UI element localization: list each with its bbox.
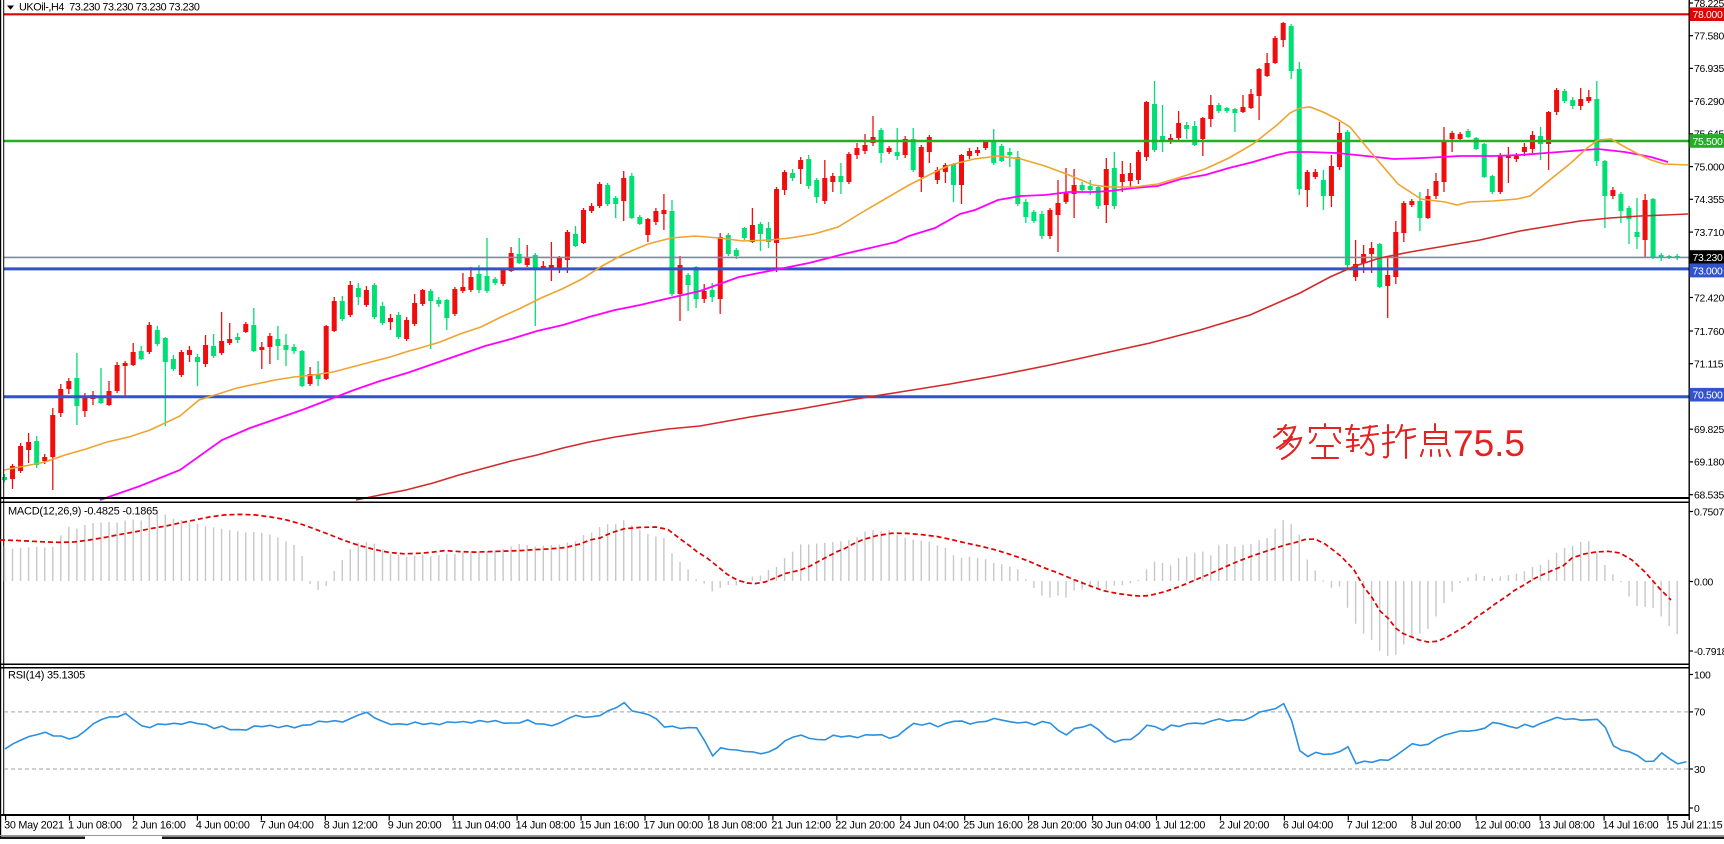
svg-text:8 Jun 12:00: 8 Jun 12:00 <box>324 820 378 832</box>
svg-text:11 Jun 04:00: 11 Jun 04:00 <box>452 820 511 832</box>
svg-text:12 Jul 00:00: 12 Jul 00:00 <box>1475 820 1531 832</box>
svg-text:14 Jun 08:00: 14 Jun 08:00 <box>516 820 576 832</box>
svg-text:UKOil-,H4 73.230 73.230 73.23: UKOil-,H4 73.230 73.230 73.230 73.230 <box>19 2 200 14</box>
svg-text:100: 100 <box>1694 670 1711 681</box>
svg-text:73.230: 73.230 <box>1693 253 1724 264</box>
svg-text:14 Jul 16:00: 14 Jul 16:00 <box>1603 820 1659 832</box>
svg-text:25 Jun 16:00: 25 Jun 16:00 <box>963 820 1023 832</box>
svg-text:22 Jun 20:00: 22 Jun 20:00 <box>835 820 895 832</box>
svg-text:30: 30 <box>1694 765 1705 776</box>
svg-text:74.355: 74.355 <box>1694 195 1724 206</box>
svg-text:-0.7918: -0.7918 <box>1694 647 1724 658</box>
svg-text:73.710: 73.710 <box>1694 228 1724 239</box>
svg-text:2 Jul 20:00: 2 Jul 20:00 <box>1219 820 1269 832</box>
svg-text:9 Jun 20:00: 9 Jun 20:00 <box>388 820 442 832</box>
svg-text:75.000: 75.000 <box>1694 162 1724 173</box>
svg-text:76.935: 76.935 <box>1694 64 1724 75</box>
svg-text:8 Jul 20:00: 8 Jul 20:00 <box>1411 820 1461 832</box>
svg-text:71.760: 71.760 <box>1694 327 1724 338</box>
svg-text:69.825: 69.825 <box>1694 425 1724 436</box>
svg-text:0.7507: 0.7507 <box>1694 507 1724 518</box>
svg-text:15 Jul 21:15: 15 Jul 21:15 <box>1667 820 1723 832</box>
svg-text:18 Jun 08:00: 18 Jun 08:00 <box>707 820 767 832</box>
svg-text:72.420: 72.420 <box>1694 293 1724 304</box>
svg-text:68.535: 68.535 <box>1694 491 1724 502</box>
svg-text:MACD(12,26,9) -0.4825 -0.1865: MACD(12,26,9) -0.4825 -0.1865 <box>8 506 158 518</box>
svg-text:70.500: 70.500 <box>1693 391 1724 402</box>
svg-text:76.290: 76.290 <box>1694 97 1724 108</box>
svg-text:75.500: 75.500 <box>1693 137 1724 148</box>
svg-text:78.000: 78.000 <box>1693 10 1724 21</box>
svg-text:30 May 2021: 30 May 2021 <box>4 820 64 832</box>
svg-text:24 Jun 04:00: 24 Jun 04:00 <box>899 820 959 832</box>
svg-text:13 Jul 08:00: 13 Jul 08:00 <box>1539 820 1595 832</box>
svg-text:RSI(14) 35.1305: RSI(14) 35.1305 <box>8 670 85 682</box>
svg-text:4 Jun 00:00: 4 Jun 00:00 <box>196 820 250 832</box>
svg-text:69.180: 69.180 <box>1694 458 1724 469</box>
svg-text:0.00: 0.00 <box>1694 577 1714 588</box>
svg-text:6 Jul 04:00: 6 Jul 04:00 <box>1283 820 1333 832</box>
svg-text:1 Jul 12:00: 1 Jul 12:00 <box>1155 820 1205 832</box>
svg-text:77.580: 77.580 <box>1694 32 1724 43</box>
svg-text:21 Jun 12:00: 21 Jun 12:00 <box>771 820 831 832</box>
svg-text:7 Jun 04:00: 7 Jun 04:00 <box>260 820 314 832</box>
svg-text:1 Jun 08:00: 1 Jun 08:00 <box>68 820 122 832</box>
svg-text:75.5: 75.5 <box>1453 423 1525 464</box>
svg-text:17 Jun 00:00: 17 Jun 00:00 <box>644 820 704 832</box>
svg-text:7 Jul 12:00: 7 Jul 12:00 <box>1347 820 1397 832</box>
svg-text:15 Jun 16:00: 15 Jun 16:00 <box>580 820 640 832</box>
svg-text:70: 70 <box>1694 708 1705 719</box>
svg-text:30 Jun 04:00: 30 Jun 04:00 <box>1091 820 1151 832</box>
svg-text:2 Jun 16:00: 2 Jun 16:00 <box>132 820 186 832</box>
svg-text:0: 0 <box>1694 804 1700 815</box>
svg-text:28 Jun 20:00: 28 Jun 20:00 <box>1027 820 1087 832</box>
svg-text:71.115: 71.115 <box>1694 360 1724 371</box>
svg-text:73.000: 73.000 <box>1693 266 1724 277</box>
